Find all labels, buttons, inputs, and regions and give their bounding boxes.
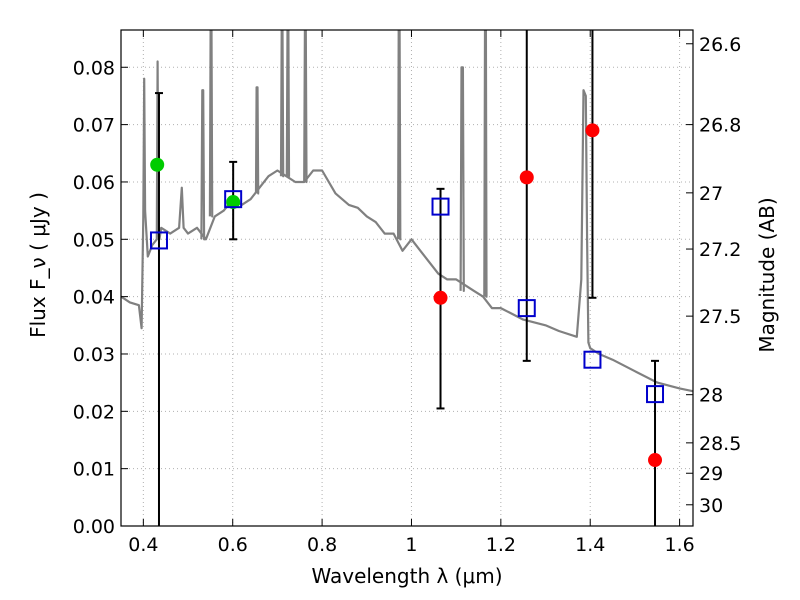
model-spectrum-line: [208, 30, 214, 218]
model-spectrum-line: [397, 30, 402, 241]
y-axis-label: Flux F_ν ( μJy ): [26, 192, 50, 338]
model-photometry-point: [517, 299, 536, 318]
x-tick-label: 0.6: [218, 534, 248, 556]
y-tick-label: 0.08: [73, 57, 115, 79]
model-spectrum-line: [459, 66, 465, 292]
y-tick-label: 0.06: [73, 172, 115, 194]
x-tick-label: 1.2: [486, 534, 516, 556]
model-spectrum-line: [483, 30, 488, 298]
observed-flux-point: [585, 123, 600, 138]
observed-flux-point: [648, 453, 663, 468]
model-photometry-point: [149, 231, 168, 250]
y-tick-label: 0.05: [73, 229, 115, 251]
right-tick-label: 30: [699, 495, 723, 517]
x-tick-label: 0.4: [128, 534, 158, 556]
observed-flux-point: [226, 195, 241, 210]
right-tick-label: 26.6: [699, 34, 741, 56]
model-spectrum-line: [254, 86, 260, 195]
observed-flux-point: [150, 157, 165, 172]
right-tick-label: 27: [699, 183, 723, 205]
observed-flux-point: [519, 170, 534, 185]
y-tick-label: 0.00: [73, 516, 115, 538]
model-photometry-point: [224, 190, 243, 209]
y-tick-label: 0.01: [73, 459, 115, 481]
y-tick-label: 0.04: [73, 287, 115, 309]
model-spectrum-line: [303, 30, 308, 184]
model-photometry-point: [583, 350, 602, 369]
model-spectrum-line: [200, 89, 206, 241]
y-tick-label: 0.02: [73, 401, 115, 423]
plot-area: [121, 30, 693, 526]
plot-frame: [120, 29, 694, 527]
right-tick-label: 28.5: [699, 433, 741, 455]
right-tick-label: 27.2: [699, 239, 741, 261]
right-tick-label: 29: [699, 463, 723, 485]
y-tick-label: 0.03: [73, 344, 115, 366]
right-tick-label: 27.5: [699, 306, 741, 328]
ticks: [121, 30, 693, 527]
x-tick-label: 1: [405, 534, 417, 556]
right-tick-label: 28: [699, 385, 723, 407]
tick-labels: 0.4 0.6 0.8 1 1.2 1.4 1.6 0.00 0.01 0.02 0.03 0.04 0…: [73, 34, 742, 556]
observed-flux-point: [433, 290, 448, 305]
markers: [149, 123, 665, 468]
model-photometry-point: [431, 197, 450, 216]
right-tick-label: 26.8: [699, 115, 741, 137]
model-spectrum-line: [285, 30, 291, 178]
x-tick-label: 1.6: [664, 534, 694, 556]
x-tick-label: 1.4: [575, 534, 605, 556]
y-axis-label-right: Magnitude (AB): [755, 197, 779, 352]
y-tick-label: 0.07: [73, 115, 115, 137]
x-axis-label: Wavelength λ (μm): [311, 564, 502, 588]
model-photometry-point: [646, 385, 665, 404]
x-tick-label: 0.8: [307, 534, 337, 556]
model-spectrum-line: [279, 30, 285, 178]
